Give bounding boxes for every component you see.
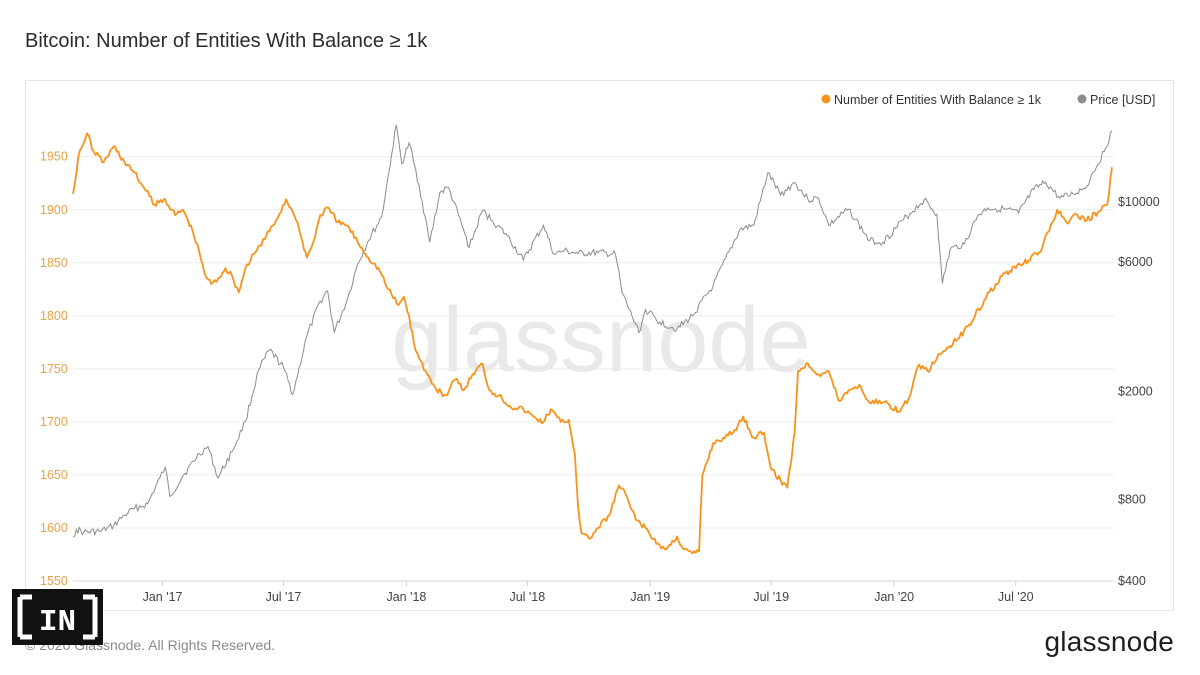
legend: Number of Entities With Balance ≥ 1k Pri… [821,93,1156,107]
y-right-tick-label: $10000 [1118,195,1160,209]
y-left-tick-label: 1950 [40,150,68,164]
y-left-tick-labels: 1550 1600 1650 1700 1750 1800 1850 1900 1950 [40,150,68,588]
x-tick-label: Jan '20 [874,590,914,604]
legend-dot-entities [821,94,831,104]
page-title: Bitcoin: Number of Entities With Balance… [25,30,428,52]
chart-watermark: glassnode [391,289,810,391]
y-left-tick-label: 1650 [40,468,68,482]
x-tick-label: Jan '18 [386,590,426,604]
legend-label-price: Price [USD] [1090,93,1155,107]
y-left-tick-label: 1750 [40,362,68,376]
in-badge: IN [12,589,103,645]
chart-frame: glassnode 1550 1600 1650 1700 1750 1800 1850 19… [25,80,1174,611]
x-tick-label: Jul '20 [998,590,1034,604]
in-badge-text: IN [39,605,76,640]
y-right-tick-label: $2000 [1118,384,1153,398]
price-line [72,124,1113,538]
y-left-tick-label: 1700 [40,415,68,429]
grid-layer [73,156,1114,582]
y-right-tick-label: $400 [1118,574,1146,588]
series-layer [72,124,1113,555]
x-tick-label: Jul '17 [266,590,302,604]
y-left-tick-label: 1550 [40,574,68,588]
glassnode-logo: glassnode [1044,626,1174,657]
x-tick-label: Jul '19 [753,590,789,604]
y-left-tick-label: 1800 [40,309,68,323]
entities-line [72,132,1113,555]
x-tick-label: Jan '19 [630,590,670,604]
y-left-tick-label: 1900 [40,203,68,217]
chart-svg: glassnode 1550 1600 1650 1700 1750 1800 1850 19… [40,93,1160,604]
y-right-tick-label: $6000 [1118,255,1153,269]
x-tick-labels: Jan '17 Jul '17 Jan '18 Jul '18 Jan '19 Jul '… [73,580,1114,604]
y-left-tick-label: 1600 [40,521,68,535]
legend-item-entities[interactable]: Number of Entities With Balance ≥ 1k [821,93,1042,107]
legend-item-price[interactable]: Price [USD] [1077,93,1156,107]
x-tick-label: Jul '18 [509,590,545,604]
y-right-tick-label: $800 [1118,492,1146,506]
y-right-tick-labels: $400 $800 $2000 $6000 $10000 [1118,195,1160,588]
legend-label-entities: Number of Entities With Balance ≥ 1k [834,93,1042,107]
legend-dot-price [1077,94,1087,104]
x-tick-label: Jan '17 [143,590,183,604]
y-left-tick-label: 1850 [40,256,68,270]
